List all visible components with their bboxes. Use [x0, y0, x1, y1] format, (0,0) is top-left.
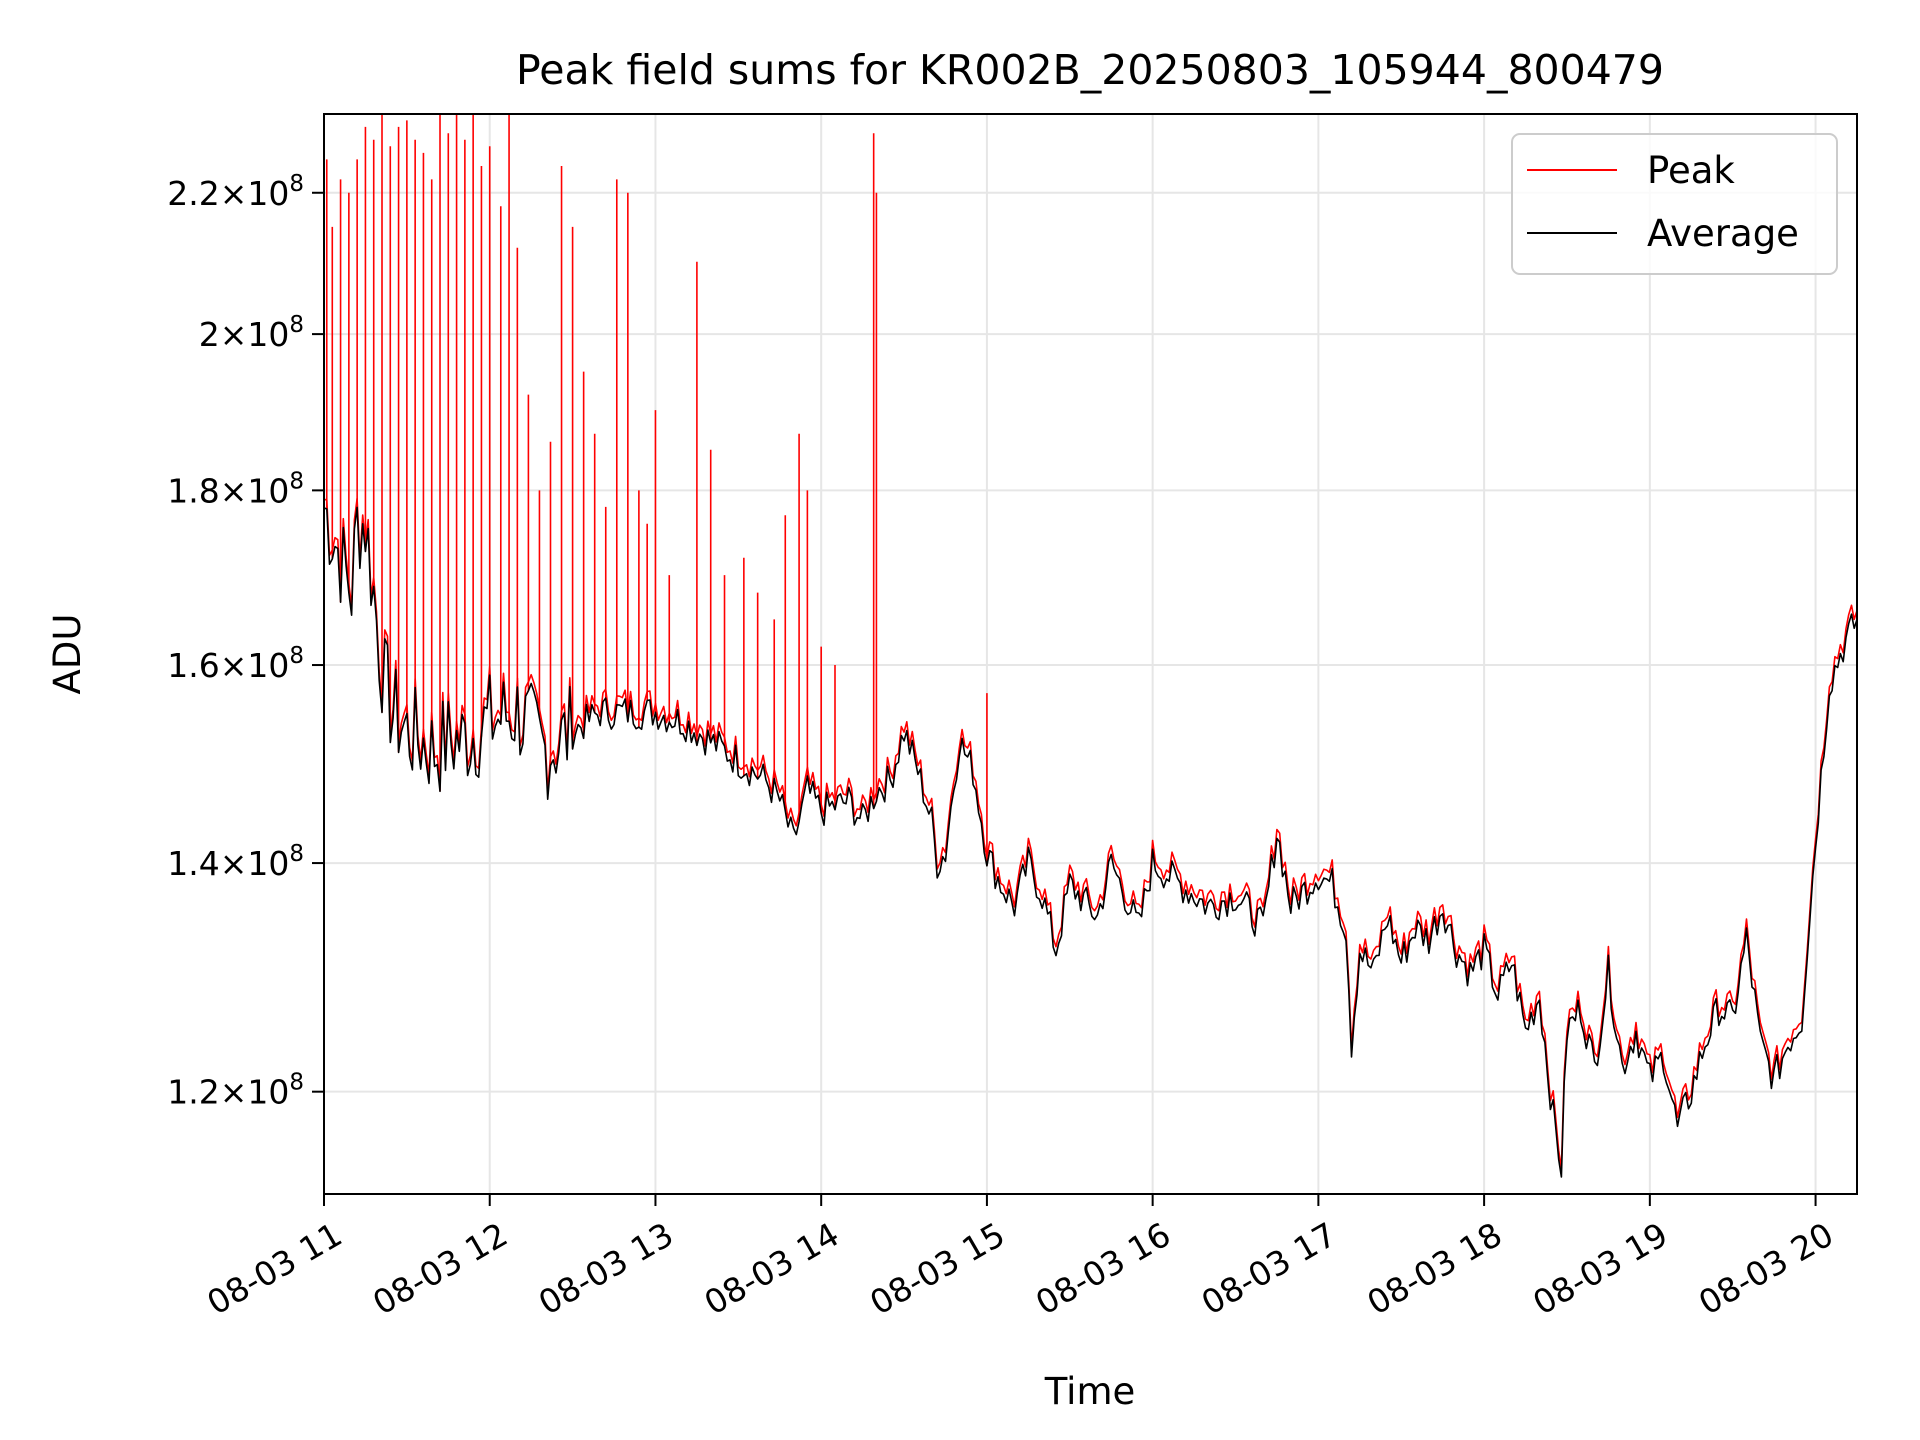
series-line-average: [323, 506, 1858, 1178]
y-tick-base: 10: [247, 174, 289, 213]
y-tick-mantissa: 1.6: [167, 646, 219, 685]
y-tick-times: ×: [220, 315, 248, 354]
peak-spikes: [325, 114, 988, 866]
y-tick-times: ×: [220, 844, 248, 883]
y-tick-exponent: 8: [289, 312, 304, 338]
x-axis-label: Time: [1044, 1370, 1136, 1413]
legend-label-peak: Peak: [1647, 149, 1735, 192]
y-tick-exponent: 8: [289, 841, 304, 867]
y-tick-mantissa: 1.4: [167, 844, 219, 883]
y-tick-mantissa: 2.2: [167, 174, 219, 213]
y-tick-label: 1.8×108: [167, 468, 304, 510]
legend: Peak Average: [1511, 133, 1838, 275]
plot-frame: [323, 113, 1858, 1195]
y-tick-mantissa: 1.8: [167, 471, 219, 510]
y-tick-exponent: 8: [289, 468, 304, 494]
gridlines: [323, 114, 1857, 1194]
y-tick-mantissa: 1.2: [167, 1073, 219, 1112]
y-tick-exponent: 8: [289, 171, 304, 197]
y-tick-label: 1.2×108: [167, 1070, 304, 1112]
y-tick-times: ×: [220, 471, 248, 510]
chart-title: Peak field sums for KR002B_20250803_1059…: [516, 46, 1664, 94]
y-tick-base: 10: [247, 1073, 289, 1112]
y-tick-label: 1.6×108: [167, 643, 304, 685]
y-tick-times: ×: [220, 174, 248, 213]
y-tick-exponent: 8: [289, 643, 304, 669]
y-tick-exponent: 8: [289, 1070, 304, 1096]
y-tick-label: 2.2×108: [167, 171, 304, 213]
plot-series: [323, 114, 1858, 1178]
y-tick-label: 2×108: [199, 312, 304, 354]
y-axis-label: ADU: [46, 614, 89, 695]
y-tick-mantissa: 2: [199, 315, 220, 354]
y-tick-base: 10: [247, 471, 289, 510]
y-tick-base: 10: [247, 844, 289, 883]
y-tick-base: 10: [247, 315, 289, 354]
y-tick-times: ×: [220, 646, 248, 685]
legend-label-average: Average: [1647, 212, 1799, 255]
y-tick-base: 10: [247, 646, 289, 685]
y-tick-times: ×: [220, 1073, 248, 1112]
series-line-peak: [323, 497, 1858, 1169]
y-tick-label: 1.4×108: [167, 841, 304, 883]
